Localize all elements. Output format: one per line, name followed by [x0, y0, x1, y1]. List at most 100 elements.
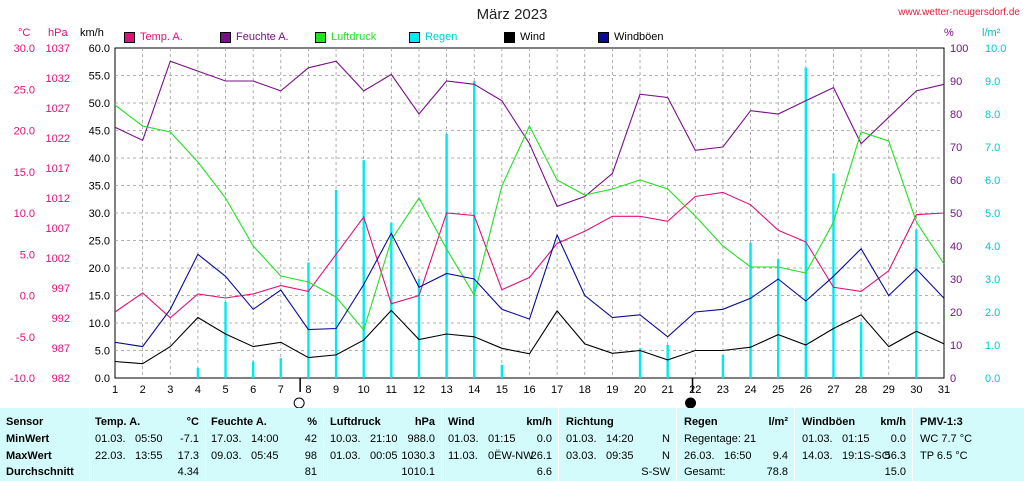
press-title: Luftdruck: [330, 416, 381, 428]
x-tick-label: 3: [167, 384, 173, 396]
rain-bar: [666, 345, 669, 378]
pressure-tick-label: 1027: [46, 103, 70, 115]
legend-pressure: Luftdruck: [315, 31, 376, 43]
row-label-sensor: Sensor: [6, 416, 44, 428]
humidity-tick-label: 30: [950, 274, 962, 286]
stats-pressure: Luftdruck hPa 10.03. 21:10 988.0 01.03. 00:0…: [330, 408, 435, 481]
gust-max-time: 19:1S-SO: [842, 450, 891, 462]
x-tick-label: 31: [938, 384, 950, 396]
temp-min-val: -7.1: [180, 433, 199, 445]
wind-tick-label: 0.0: [95, 373, 110, 385]
temp-unit-label: °C: [18, 27, 31, 39]
rain-bar: [417, 279, 421, 378]
x-tick-label: 10: [358, 384, 370, 396]
rain-tick-label: 6.0: [985, 175, 1000, 187]
stats-direction: Richtung 01.03. 14:20 N 03.03. 09:35 N S-SW: [566, 408, 670, 481]
rain-bar: [196, 368, 200, 378]
rain-bar: [500, 364, 504, 378]
legend-wind: Wind: [504, 31, 545, 43]
legend-pressure-swatch: [315, 31, 326, 43]
pressure-tick-label: 982: [52, 373, 70, 385]
wind-tick-label: 10.0: [89, 318, 110, 330]
x-tick-label: 15: [496, 384, 508, 396]
dir-max-val: N: [662, 450, 670, 462]
dir-min-val: N: [662, 433, 670, 445]
wind-tick-label: 50.0: [89, 98, 110, 110]
rain-max-time: 16:50: [724, 450, 752, 462]
pmv-title: PMV-1:3: [920, 416, 963, 428]
dir-min-time: 14:20: [606, 433, 634, 445]
rain-total: 78.8: [766, 466, 788, 478]
rain-tick-label: 3.0: [985, 274, 1000, 286]
gust-unit: km/h: [880, 416, 906, 428]
wind-tick-label: 45.0: [89, 126, 110, 138]
rain-bar: [307, 262, 310, 378]
x-tick-label: 30: [910, 384, 922, 396]
press-min-val: 988.0: [407, 433, 435, 445]
rain-bar: [279, 358, 282, 378]
legend-humidity-label: Feuchte A.: [236, 31, 289, 43]
temp-min-time: 05:50: [135, 433, 163, 445]
weather-chart: 1 2 3 4 5 6 7 8 9 10 11 12 13 14 15 16 17 18 19 20 21 22 23 24 2…: [10, 43, 1006, 408]
rain-tick-label: 10.0: [985, 43, 1006, 55]
x-tick-label: 1: [112, 384, 118, 396]
gust-max-val: 56.3: [884, 450, 906, 462]
pressure-unit-label: hPa: [48, 27, 68, 39]
x-tick-label: 21: [662, 384, 674, 396]
rain-bar: [804, 67, 808, 379]
stats-temp: Temp. A. °C 01.03. 05:50 -7.1 22.03. 13:55 17…: [95, 408, 199, 481]
temp-max-date: 22.03.: [95, 450, 126, 462]
legend-rain: Regen: [409, 31, 457, 43]
rain-bar: [473, 81, 476, 378]
rain-bar: [915, 229, 918, 378]
temp-tick-label: 15.0: [14, 167, 35, 179]
humidity-tick-label: 100: [950, 43, 968, 55]
temp-tick-label: 10.0: [14, 208, 35, 220]
rain-bar: [859, 321, 863, 378]
series-line-wind: [114, 309, 945, 365]
x-tick-label: 25: [772, 384, 784, 396]
rain-bar: [334, 189, 338, 378]
rain-title: Regen: [684, 416, 718, 428]
press-unit: hPa: [414, 416, 435, 428]
legend-humidity: Feuchte A.: [220, 31, 289, 43]
full-moon-icon: [293, 397, 305, 408]
rain-tick-label: 1.0: [985, 340, 1000, 352]
x-tick-label: 20: [634, 384, 646, 396]
hum-unit: %: [307, 416, 317, 428]
rain-bar: [362, 160, 365, 378]
rain-bar: [749, 242, 752, 378]
legend-gusts-label: Windböen: [614, 31, 664, 43]
x-tick-label: 11: [386, 384, 397, 396]
legend-pressure-label: Luftdruck: [331, 31, 377, 43]
temp-min-date: 01.03.: [95, 433, 126, 445]
hum-max-val: 98: [304, 450, 317, 462]
press-avg: 1010.1: [401, 466, 435, 478]
pressure-tick-label: 1012: [46, 193, 70, 205]
row-label-min: MinWert: [6, 433, 50, 445]
x-tick-label: 28: [855, 384, 867, 396]
stats-wind: Wind km/h 01.03. 01:15 0.0 11.03. 0ËW-NW 26.1…: [448, 408, 552, 481]
x-tick-label: 7: [278, 384, 284, 396]
x-tick-label: 4: [195, 384, 201, 396]
pressure-tick-label: 1002: [46, 253, 70, 265]
series-line-feuchte-a: [114, 60, 945, 208]
x-tick-label: 17: [551, 384, 563, 396]
x-tick-label: 27: [827, 384, 839, 396]
legend-wind-label: Wind: [520, 31, 546, 43]
pressure-tick-label: 997: [52, 283, 70, 295]
pmv-tp: TP 6.5 °C: [920, 450, 968, 462]
temp-avg: 4.34: [177, 466, 199, 478]
humidity-unit-label: %: [944, 27, 954, 39]
stats-row-labels: Sensor MinWert MaxWert Durchschnitt: [6, 408, 86, 481]
pressure-tick-label: 1022: [46, 133, 70, 145]
series-line-luftdruck: [114, 104, 945, 332]
humidity-tick-label: 60: [950, 175, 962, 187]
x-tick-label: 13: [440, 384, 452, 396]
rain-tick-label: 4.0: [985, 241, 1000, 253]
humidity-tick-label: 80: [950, 109, 962, 121]
legend-gusts: Windböen: [598, 31, 664, 43]
wind-tick-label: 40.0: [89, 153, 110, 165]
x-tick-label: 8: [305, 384, 311, 396]
wind-unit: km/h: [526, 416, 552, 428]
